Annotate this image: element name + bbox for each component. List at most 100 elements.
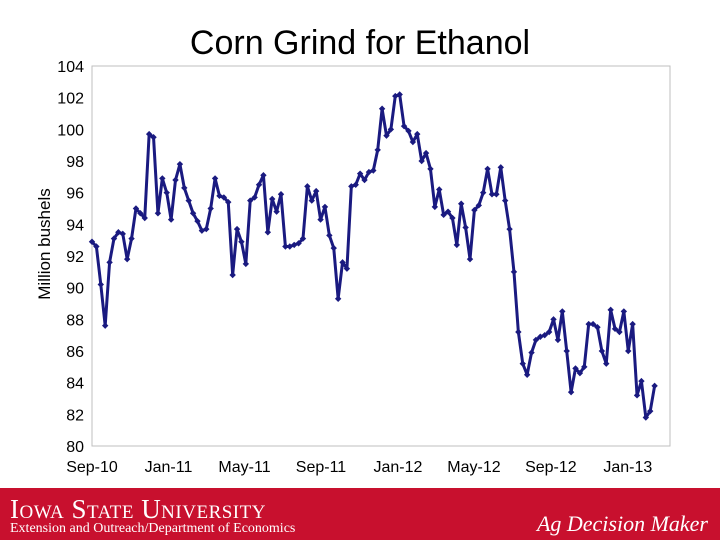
data-point [629,320,636,328]
data-point [576,369,584,377]
data-point [304,183,311,190]
data-point [550,316,557,323]
data-point [207,205,214,212]
data-point [414,130,421,138]
y-axis-label: Million bushels [35,188,54,300]
data-point [106,259,113,266]
data-point [633,392,641,399]
data-point [541,331,548,339]
data-point [189,210,197,217]
x-tick-label: Sep-10 [66,459,118,476]
data-point [475,202,482,209]
data-point [150,134,157,141]
data-point [638,377,645,385]
data-point [484,165,491,173]
data-point [572,365,579,372]
data-point [462,224,469,231]
data-point [594,324,601,331]
data-point [510,268,518,276]
data-point [101,322,109,329]
data-point [559,308,566,315]
y-tick-label: 80 [66,439,84,456]
data-point [567,388,575,396]
data-point [642,414,650,421]
data-point [458,200,465,207]
data-point [299,235,307,242]
data-point [167,216,175,223]
data-point [229,271,236,279]
data-point [506,225,513,233]
footer-brand: Ag Decision Maker [536,511,708,536]
data-point [185,197,192,204]
data-point [431,203,439,211]
data-point [554,336,562,344]
data-point [427,165,434,173]
data-point [607,306,614,314]
x-tick-label: Jan-13 [603,459,652,476]
data-point [523,371,531,378]
series-corn-grind [88,91,658,421]
data-point [598,347,606,355]
y-tick-label: 98 [66,154,84,171]
data-point [115,229,122,236]
data-point [216,192,223,200]
chart-title: Corn Grind for Ethanol [189,24,531,62]
data-point [532,336,540,344]
y-tick-label: 84 [66,376,84,393]
data-point [545,328,553,336]
x-tick-label: Sep-11 [296,459,347,476]
data-point [203,225,210,233]
data-point [519,360,526,367]
data-point [396,91,403,98]
data-point [374,146,381,154]
data-point [501,197,509,204]
y-axis: 80 82 84 86 88 90 92 94 96 98 100 102 104 [57,59,84,456]
data-point [334,295,342,302]
data-point [269,195,276,203]
data-point [528,349,535,356]
data-point [625,347,632,355]
data-point [260,172,267,179]
data-point [282,243,289,250]
x-tick-label: Sep-12 [525,459,577,476]
y-tick-label: 96 [66,186,84,203]
data-point [137,210,144,217]
data-point [422,149,430,157]
data-point [497,164,504,171]
data-point [493,191,500,198]
series-line [90,93,657,419]
data-point [436,186,443,193]
data-point [449,214,456,222]
data-point [330,244,337,252]
y-tick-label: 82 [66,407,84,424]
data-point [400,122,408,130]
data-point [123,255,131,263]
footer-university-name: Iowa State University [10,494,266,524]
y-tick-label: 102 [57,91,84,108]
x-tick-label: Jan-11 [145,459,193,476]
data-point [273,208,280,215]
data-point [220,194,228,201]
data-point [603,360,610,367]
data-point [238,238,245,245]
data-point [651,382,658,390]
data-point [308,197,315,204]
data-point [440,211,447,219]
data-point [286,243,293,250]
y-tick-label: 90 [66,281,84,298]
data-point [352,181,359,188]
data-point [611,325,619,333]
data-point [370,167,377,174]
data-point [317,216,324,223]
y-tick-label: 94 [66,217,84,234]
data-point [194,217,201,225]
data-point [132,205,140,212]
data-point [233,225,241,233]
x-tick-label: Jan-12 [373,459,422,476]
data-point [242,260,250,268]
data-point [141,214,148,222]
y-tick-label: 86 [66,344,84,361]
plot-frame [91,65,671,447]
data-point [515,328,522,336]
data-point [471,206,478,214]
